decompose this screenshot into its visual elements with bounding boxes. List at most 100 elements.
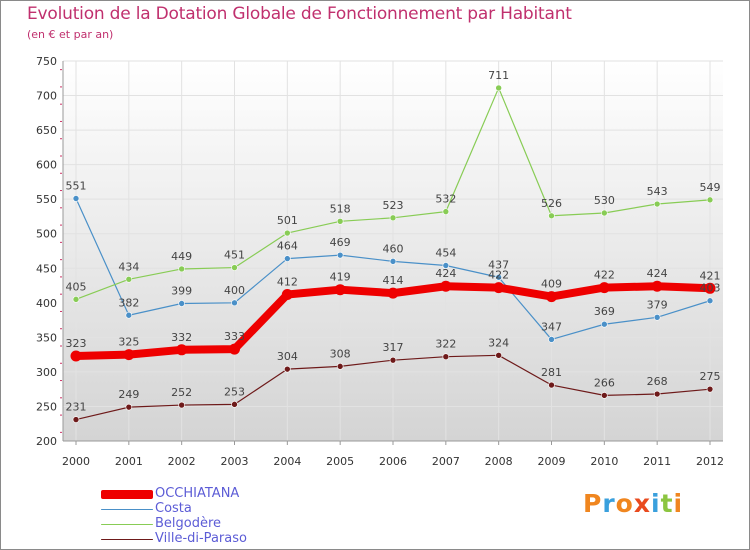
data-label-ville-di-paraso: 249 [118, 388, 139, 401]
data-point-ville-di-paraso [389, 356, 397, 364]
data-label-ville-di-paraso: 275 [700, 370, 721, 383]
data-label-costa: 460 [383, 242, 404, 255]
data-point-belgodere [706, 196, 714, 204]
data-point-ville-di-paraso [72, 416, 80, 423]
data-point-ville-di-paraso [706, 385, 714, 393]
data-label-occhiatana: 333 [224, 330, 245, 343]
data-label-ville-di-paraso: 304 [277, 350, 298, 363]
x-tick-label: 2008 [485, 455, 513, 468]
data-point-occhiatana [176, 344, 188, 356]
x-tick-label: 2003 [221, 455, 249, 468]
legend-swatch-ville-di-paraso [101, 539, 153, 540]
data-point-ville-di-paraso [125, 403, 133, 411]
data-label-costa: 454 [435, 247, 456, 260]
data-label-ville-di-paraso: 324 [488, 336, 509, 349]
chart-title: Evolution de la Dotation Globale de Fonc… [27, 4, 572, 24]
data-point-ville-di-paraso [178, 401, 185, 409]
data-label-belgodere: 532 [435, 193, 456, 206]
data-point-ville-di-paraso [336, 363, 344, 370]
x-tick-label: 2010 [590, 455, 618, 468]
data-point-belgodere [336, 217, 344, 225]
y-tick-label: 750 [36, 55, 57, 68]
data-point-occhiatana [546, 291, 557, 303]
data-label-occhiatana: 332 [171, 331, 192, 344]
data-label-ville-di-paraso: 281 [541, 366, 562, 379]
y-tick-label: 250 [36, 400, 57, 413]
data-point-ville-di-paraso [548, 381, 555, 389]
data-label-occhiatana: 414 [383, 274, 404, 287]
data-label-costa: 551 [66, 179, 87, 192]
data-point-belgodere [601, 209, 608, 217]
proxiti-logo: Proxiti [583, 489, 684, 518]
data-point-occhiatana [334, 284, 346, 296]
data-label-costa: 437 [488, 258, 509, 271]
y-tick-label: 200 [36, 435, 57, 448]
data-point-belgodere [231, 264, 238, 271]
data-point-occhiatana [704, 282, 716, 294]
data-label-occhiatana: 421 [700, 269, 721, 282]
legend-label-occhiatana: OCCHIATANA [155, 486, 240, 501]
data-point-costa [231, 299, 238, 307]
data-label-belgodere: 405 [66, 280, 87, 293]
data-label-belgodere: 518 [330, 202, 351, 215]
data-point-belgodere [72, 296, 80, 303]
data-point-costa [178, 300, 185, 307]
legend-swatch-occhiatana [101, 490, 153, 499]
data-point-costa [389, 258, 397, 265]
x-tick-label: 2007 [432, 455, 460, 468]
legend-swatch-belgodere [101, 524, 153, 525]
y-tick-label: 450 [36, 262, 57, 275]
data-point-ville-di-paraso [284, 365, 291, 373]
data-point-occhiatana [651, 280, 663, 292]
data-point-costa [125, 311, 133, 319]
data-point-occhiatana [123, 349, 135, 361]
x-tick-label: 2011 [643, 455, 671, 468]
data-label-ville-di-paraso: 308 [330, 347, 351, 360]
y-tick-label: 550 [36, 193, 57, 206]
data-point-belgodere [548, 212, 555, 220]
data-point-ville-di-paraso [231, 401, 238, 408]
data-point-belgodere [653, 200, 661, 208]
y-tick-label: 300 [36, 366, 57, 379]
data-label-ville-di-paraso: 322 [435, 338, 456, 351]
chart-subtitle: (en € et par an) [27, 28, 114, 41]
data-point-belgodere [125, 276, 133, 283]
data-label-costa: 379 [647, 298, 668, 311]
data-point-belgodere [284, 229, 291, 237]
data-point-occhiatana [387, 287, 399, 299]
data-point-belgodere [389, 214, 397, 222]
data-point-occhiatana [281, 289, 293, 301]
data-label-belgodere: 434 [118, 260, 139, 273]
data-label-belgodere: 501 [277, 214, 298, 227]
x-tick-label: 2006 [379, 455, 407, 468]
data-point-occhiatana [440, 280, 452, 292]
data-label-costa: 400 [224, 284, 245, 297]
data-label-ville-di-paraso: 231 [66, 401, 87, 414]
data-point-costa [601, 320, 608, 328]
data-point-costa [548, 336, 555, 343]
y-tick-label: 500 [36, 228, 57, 241]
legend-label-ville-di-paraso: Ville-di-Paraso [155, 531, 247, 546]
legend-swatch-costa [101, 509, 153, 510]
y-tick-label: 650 [36, 124, 57, 137]
data-label-occhiatana: 419 [330, 271, 351, 284]
x-tick-label: 2004 [273, 455, 301, 468]
data-point-costa [336, 251, 344, 259]
data-point-costa [284, 255, 291, 262]
data-point-costa [706, 297, 714, 305]
data-label-costa: 464 [277, 240, 298, 253]
x-tick-label: 2005 [326, 455, 354, 468]
data-point-occhiatana [70, 350, 82, 362]
data-label-occhiatana: 422 [488, 269, 509, 282]
data-point-belgodere [495, 84, 502, 92]
legend-label-costa: Costa [155, 501, 192, 516]
data-label-belgodere: 711 [488, 69, 509, 82]
data-point-ville-di-paraso [442, 353, 450, 361]
data-point-occhiatana [229, 343, 240, 355]
data-point-ville-di-paraso [653, 390, 661, 398]
x-tick-label: 2012 [696, 455, 724, 468]
x-tick-label: 2002 [168, 455, 196, 468]
data-label-costa: 469 [330, 236, 351, 249]
data-label-costa: 382 [118, 296, 139, 309]
